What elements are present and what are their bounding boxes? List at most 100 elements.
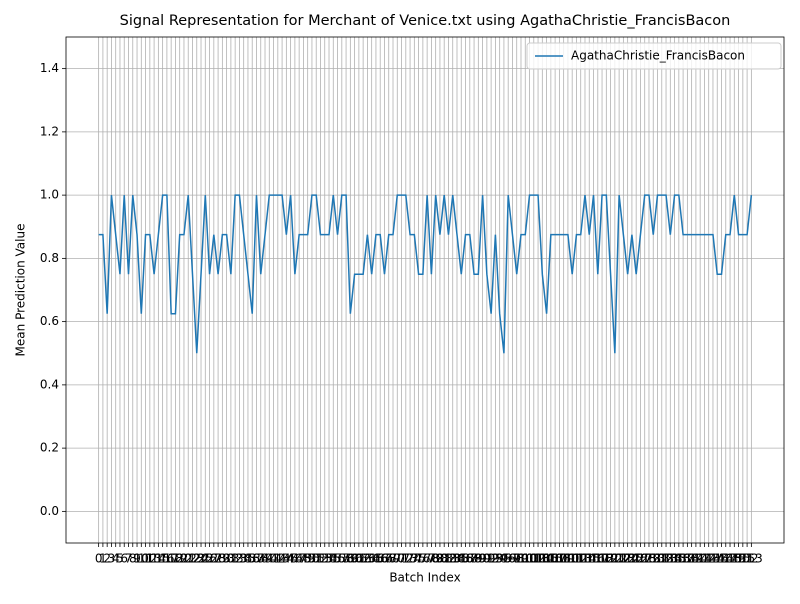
x-tick-label: 100 — [514, 552, 537, 566]
data-line — [98, 194, 753, 354]
x-tick-label: 97 — [505, 552, 520, 566]
x-tick-label: 72 — [398, 552, 413, 566]
x-tick-label: 53 — [317, 552, 332, 566]
x-tick-label: 69 — [385, 552, 400, 566]
x-tick-label: 98 — [509, 552, 524, 566]
x-tick-label: 82 — [441, 552, 456, 566]
x-tick-label: 108 — [548, 552, 571, 566]
x-tick-label: 17 — [164, 552, 179, 566]
x-tick-label: 58 — [338, 552, 353, 566]
x-tick-label: 114 — [574, 552, 597, 566]
x-tick-label: 63 — [360, 552, 375, 566]
x-tick-label: 104 — [531, 552, 554, 566]
x-tick-label: 59 — [343, 552, 358, 566]
x-tick-label: 121 — [603, 552, 626, 566]
x-tick-label: 66 — [373, 552, 388, 566]
x-tick-label: 4 — [112, 552, 120, 566]
x-tick-label: 149 — [723, 552, 746, 566]
x-tick-label: 95 — [496, 552, 511, 566]
x-tick-label: 116 — [582, 552, 605, 566]
x-tick-label: 65 — [368, 552, 383, 566]
x-tick-label: 113 — [569, 552, 592, 566]
x-tick-label: 101 — [518, 552, 541, 566]
x-tick-label: 19 — [172, 552, 187, 566]
x-tick-label: 130 — [642, 552, 665, 566]
x-tick-label: 88 — [466, 552, 481, 566]
x-tick-label: 70 — [390, 552, 405, 566]
x-tick-label: 14 — [151, 552, 166, 566]
x-tick-label: 128 — [633, 552, 656, 566]
x-tick-label: 87 — [462, 552, 477, 566]
x-tick-label: 99 — [513, 552, 528, 566]
x-tick-label: 47 — [292, 552, 307, 566]
x-tick-label: 26 — [202, 552, 217, 566]
x-tick-label: 131 — [646, 552, 669, 566]
x-tick-label: 123 — [612, 552, 635, 566]
x-tick-label: 90 — [475, 552, 490, 566]
y-tick-label: 1.0 — [40, 188, 59, 202]
y-tick-label: 1.2 — [40, 124, 59, 138]
x-tick-label: 73 — [402, 552, 417, 566]
x-tick-label: 21 — [181, 552, 196, 566]
x-tick-label: 46 — [287, 552, 302, 566]
x-tick-label: 133 — [655, 552, 678, 566]
x-tick-label: 36 — [245, 552, 260, 566]
x-tick-label: 35 — [240, 552, 255, 566]
x-tick-label: 41 — [266, 552, 281, 566]
x-tick-label: 84 — [449, 552, 464, 566]
y-tick-label: 0.8 — [40, 251, 59, 265]
x-tick-label: 85 — [454, 552, 469, 566]
y-axis-label: Mean Prediction Value — [14, 224, 28, 357]
x-tick-label: 94 — [492, 552, 507, 566]
x-tick-label: 80 — [432, 552, 447, 566]
y-tick-label: 0.6 — [40, 314, 59, 328]
x-tick-label: 5 — [116, 552, 124, 566]
x-tick-label: 31 — [223, 552, 238, 566]
x-tick-label: 83 — [445, 552, 460, 566]
x-tick-label: 141 — [689, 552, 712, 566]
x-axis-label: Batch Index — [389, 571, 460, 585]
x-tick-label: 148 — [719, 552, 742, 566]
x-tick-label: 146 — [710, 552, 733, 566]
x-tick-label: 20 — [176, 552, 191, 566]
y-tick-label: 0.2 — [40, 441, 59, 455]
x-tick-label: 126 — [625, 552, 648, 566]
x-tick-label: 122 — [608, 552, 631, 566]
x-tick-label: 153 — [740, 552, 763, 566]
x-tick-label: 134 — [659, 552, 682, 566]
chart-title: Signal Representation for Merchant of Ve… — [120, 13, 731, 29]
x-tick-label: 0 — [95, 552, 103, 566]
x-tick-label: 127 — [629, 552, 652, 566]
x-tick-label: 119 — [595, 552, 618, 566]
x-tick-label: 15 — [155, 552, 170, 566]
x-tick-label: 135 — [663, 552, 686, 566]
x-tick-label: 27 — [206, 552, 221, 566]
x-tick-label: 67 — [377, 552, 392, 566]
x-tick-label: 62 — [355, 552, 370, 566]
x-tick-label: 107 — [544, 552, 567, 566]
x-tick-label: 50 — [304, 552, 319, 566]
x-tick-label: 16 — [159, 552, 174, 566]
x-tick-label: 42 — [270, 552, 285, 566]
x-tick-label: 18 — [168, 552, 183, 566]
x-tick-label: 7 — [125, 552, 133, 566]
x-tick-label: 96 — [501, 552, 516, 566]
x-tick-label: 118 — [591, 552, 614, 566]
x-tick-label: 150 — [727, 552, 750, 566]
x-tick-label: 9 — [133, 552, 141, 566]
x-tick-label: 151 — [731, 552, 754, 566]
x-tick-label: 33 — [232, 552, 247, 566]
x-tick-label: 120 — [599, 552, 622, 566]
x-tick-label: 117 — [586, 552, 609, 566]
x-tick-label: 57 — [334, 552, 349, 566]
x-tick-label: 13 — [146, 552, 161, 566]
x-tick-label: 79 — [428, 552, 443, 566]
y-tick-label: 0.4 — [40, 377, 59, 391]
x-tick-label: 8 — [129, 552, 137, 566]
x-tick-label: 52 — [313, 552, 328, 566]
x-tick-label: 6 — [120, 552, 128, 566]
x-tick-label: 44 — [279, 552, 294, 566]
y-tick-label: 1.4 — [40, 61, 59, 75]
x-tick-label: 125 — [620, 552, 643, 566]
